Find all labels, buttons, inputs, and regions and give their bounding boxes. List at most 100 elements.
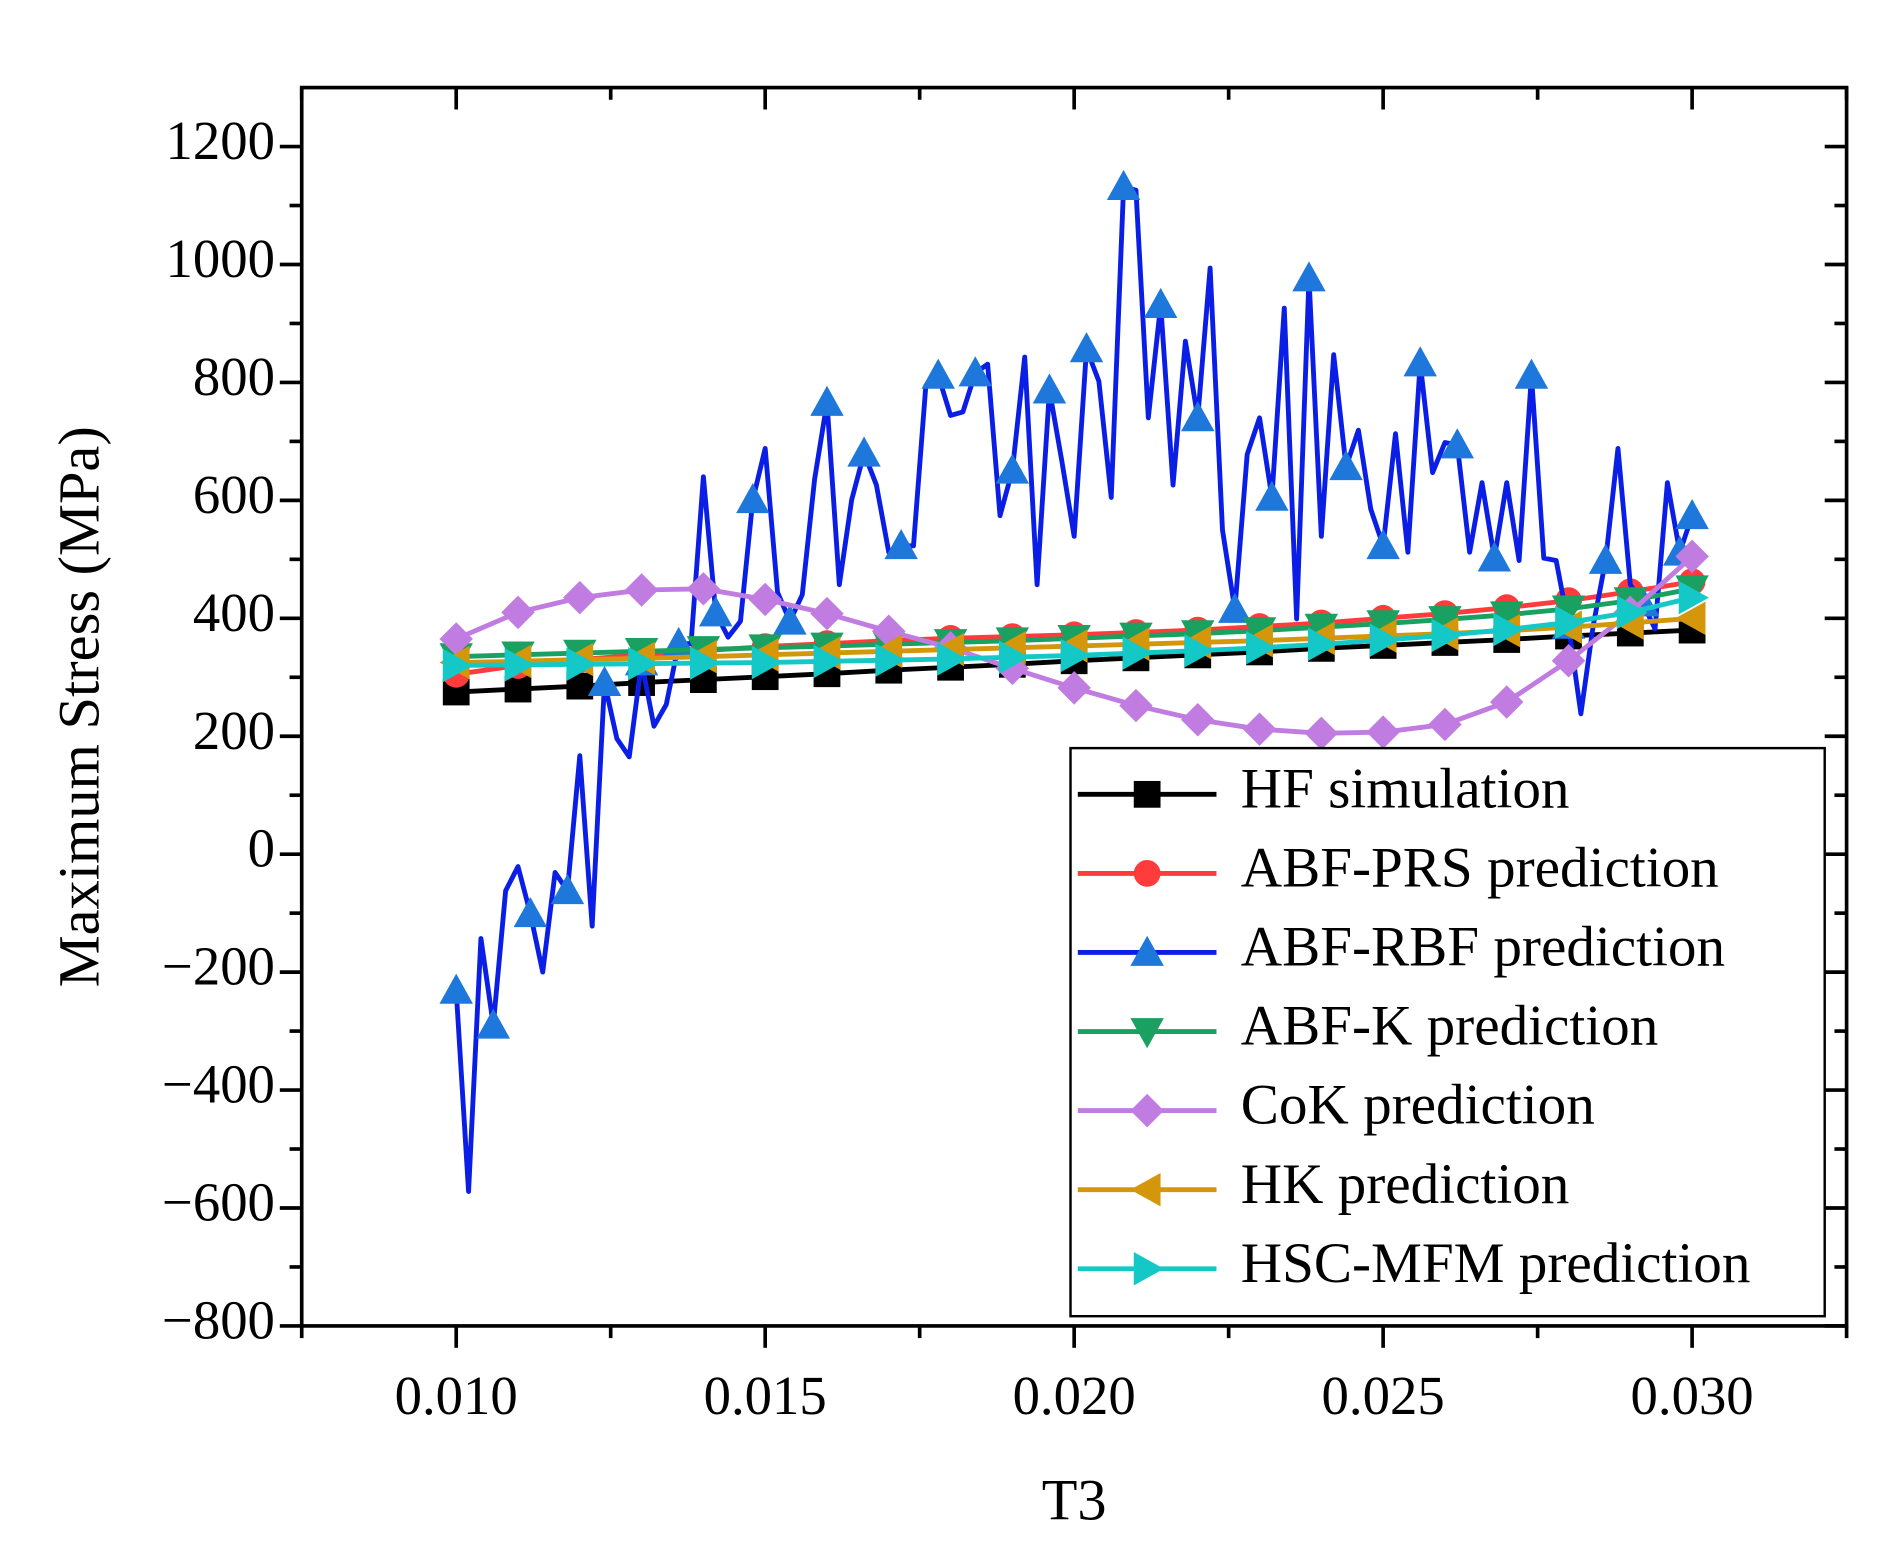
- marker: [813, 644, 844, 679]
- x-tick-label: 0.025: [1322, 1365, 1445, 1426]
- y-tick-label: 0: [248, 818, 275, 879]
- marker: [1369, 623, 1400, 657]
- legend-label: HSC-MFM prediction: [1241, 1232, 1751, 1295]
- series: [442, 580, 1709, 683]
- marker: [442, 648, 473, 683]
- marker: [1242, 712, 1277, 746]
- marker: [751, 645, 782, 680]
- marker: [1490, 601, 1524, 632]
- legend-label: CoK prediction: [1241, 1074, 1595, 1137]
- marker: [1246, 631, 1277, 665]
- marker: [810, 385, 844, 416]
- marker: [1304, 613, 1339, 644]
- marker: [1403, 346, 1437, 377]
- marker: [1428, 707, 1462, 742]
- marker: [587, 665, 622, 696]
- marker: [847, 436, 881, 467]
- y-tick-label: −800: [162, 1289, 275, 1350]
- series-line: [453, 184, 1695, 1194]
- marker: [504, 675, 532, 703]
- marker: [995, 453, 1030, 484]
- marker: [1069, 332, 1104, 363]
- y-tick-label: −600: [162, 1172, 275, 1233]
- marker: [1130, 1018, 1164, 1049]
- marker: [624, 573, 659, 607]
- marker: [1143, 287, 1178, 318]
- marker: [1514, 358, 1549, 389]
- marker: [773, 604, 807, 635]
- marker: [1366, 610, 1400, 641]
- marker: [1588, 543, 1623, 574]
- marker: [1428, 606, 1462, 637]
- legend-label: ABF-K prediction: [1241, 995, 1659, 1058]
- marker: [1181, 703, 1215, 737]
- marker: [1133, 860, 1161, 887]
- marker: [1477, 541, 1512, 572]
- marker: [1551, 644, 1586, 678]
- legend-label: HF simulation: [1241, 757, 1570, 820]
- y-tick-label: 200: [193, 700, 275, 761]
- x-tick-label: 0.015: [704, 1365, 827, 1426]
- marker: [1122, 636, 1153, 670]
- marker: [1130, 935, 1164, 966]
- marker: [1119, 688, 1153, 723]
- x-tick-label: 0.010: [395, 1365, 518, 1426]
- marker: [1366, 529, 1400, 560]
- marker: [628, 646, 659, 681]
- marker: [1060, 638, 1091, 673]
- marker: [748, 582, 782, 617]
- marker: [1551, 595, 1586, 626]
- y-tick-label: −200: [162, 936, 275, 997]
- marker: [501, 595, 535, 630]
- marker: [1329, 450, 1363, 481]
- marker: [1218, 592, 1252, 623]
- x-tick-label: 0.030: [1631, 1365, 1754, 1426]
- x-tick-label: 0.020: [1013, 1365, 1136, 1426]
- marker: [439, 973, 473, 1004]
- marker: [1032, 373, 1067, 404]
- marker: [504, 648, 535, 682]
- y-tick-label: 400: [193, 582, 275, 643]
- marker: [1616, 595, 1648, 630]
- legend: HF simulation ABF-PRS prediction ABF-RBF p…: [1069, 746, 1826, 1318]
- marker: [1130, 1172, 1161, 1207]
- marker: [1675, 601, 1706, 636]
- marker: [513, 897, 548, 928]
- marker: [1133, 1252, 1164, 1286]
- legend-label: ABF-RBF prediction: [1241, 916, 1725, 979]
- marker: [937, 642, 968, 676]
- marker: [1133, 780, 1161, 808]
- marker: [1307, 627, 1339, 661]
- legend-label: HK prediction: [1241, 1153, 1570, 1216]
- marker: [921, 358, 955, 389]
- y-tick-label: 600: [193, 464, 275, 525]
- marker: [566, 647, 597, 682]
- marker: [1675, 539, 1709, 574]
- marker: [998, 640, 1030, 674]
- y-tick-label: −400: [162, 1054, 275, 1115]
- y-axis-title: Maximum Stress (MPa): [47, 426, 112, 987]
- marker: [699, 596, 733, 627]
- marker: [1493, 612, 1524, 647]
- marker: [736, 483, 770, 514]
- y-tick-label: 1000: [165, 228, 274, 289]
- marker: [810, 596, 844, 631]
- marker: [1057, 671, 1091, 705]
- marker: [1675, 498, 1709, 530]
- marker: [1678, 580, 1709, 615]
- plot-frame: [299, 85, 1849, 1328]
- marker: [1366, 715, 1400, 749]
- marker: [550, 874, 585, 905]
- y-tick-label: 1200: [165, 110, 274, 171]
- marker: [958, 356, 993, 387]
- legend-label: ABF-PRS prediction: [1241, 837, 1719, 900]
- marker: [1181, 401, 1215, 432]
- marker: [690, 646, 721, 680]
- marker: [1490, 685, 1524, 719]
- marker: [884, 529, 918, 560]
- marker: [1555, 605, 1586, 640]
- marker: [1440, 428, 1475, 459]
- marker: [1431, 618, 1462, 653]
